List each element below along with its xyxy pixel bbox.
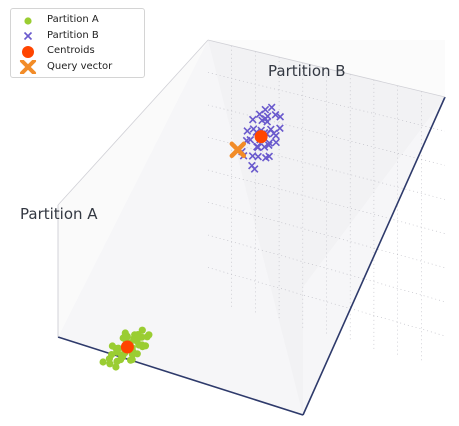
legend-item-partition-a: Partition A <box>17 12 138 28</box>
partition-b-point <box>254 152 262 161</box>
partition-a-point <box>118 351 126 359</box>
partition-b-point <box>272 138 280 147</box>
legend-label: Partition A <box>47 14 99 26</box>
grid-line <box>207 137 446 200</box>
partition-a-point <box>112 363 120 371</box>
partition-b-point <box>261 105 270 114</box>
partition-b-label: Partition B <box>268 62 346 80</box>
legend-item-query-vector: Query vector <box>17 59 138 76</box>
partition-a-point <box>114 344 122 352</box>
thick-x-marker-icon <box>17 59 39 76</box>
grid-line <box>207 104 446 166</box>
partition-b-point <box>265 139 274 147</box>
legend-label: Partition B <box>47 29 99 41</box>
circle-marker-icon <box>17 13 39 27</box>
centroid-point <box>120 340 134 354</box>
partition-a-point <box>138 326 146 334</box>
partition-b-point <box>250 165 259 173</box>
partition-b-point <box>264 141 273 150</box>
partition-a-point <box>143 333 151 341</box>
grid-line <box>207 202 446 268</box>
x-axis-line <box>57 336 304 416</box>
partition-a-point <box>108 351 116 359</box>
grid-lines <box>207 45 446 363</box>
query-vector-point <box>229 141 247 159</box>
partition-b-point <box>276 124 284 133</box>
partition-a-point <box>133 350 141 358</box>
grid-line <box>207 169 446 234</box>
y-axis-line <box>302 96 446 416</box>
partition-b-point <box>269 129 278 138</box>
left-wall-pane <box>58 40 208 337</box>
partition-b-point <box>253 142 262 151</box>
legend-item-centroids: Centroids <box>17 43 138 59</box>
partition-a-point <box>128 356 136 364</box>
grid-line <box>207 72 446 132</box>
partition-b-point <box>276 112 285 121</box>
large-circle-marker-icon <box>17 44 39 58</box>
legend-item-partition-b: Partition B <box>17 28 138 44</box>
partition-a-point <box>113 357 121 365</box>
partition-a-point <box>119 334 127 342</box>
partition-b-point <box>248 115 257 124</box>
legend-label: Query vector <box>47 60 113 72</box>
partition-a-point <box>134 331 142 339</box>
partition-b-point <box>267 103 276 112</box>
legend: Partition A Partition B Centroids Query … <box>10 8 145 78</box>
partition-b-point <box>243 127 252 135</box>
x-marker-icon <box>17 28 39 42</box>
top-back-edge <box>207 39 446 98</box>
partition-b-point <box>265 152 274 161</box>
partition-a-point <box>99 358 107 366</box>
partition-a-point <box>133 337 141 345</box>
partition-a-point <box>108 342 116 350</box>
partition-b-point <box>258 116 266 125</box>
centroid-point <box>254 130 268 144</box>
partition-a-point <box>141 342 150 350</box>
partition-a-label: Partition A <box>20 205 98 223</box>
partition-b-point <box>271 110 280 119</box>
legend-label: Centroids <box>47 45 95 57</box>
top-edge <box>57 39 209 206</box>
